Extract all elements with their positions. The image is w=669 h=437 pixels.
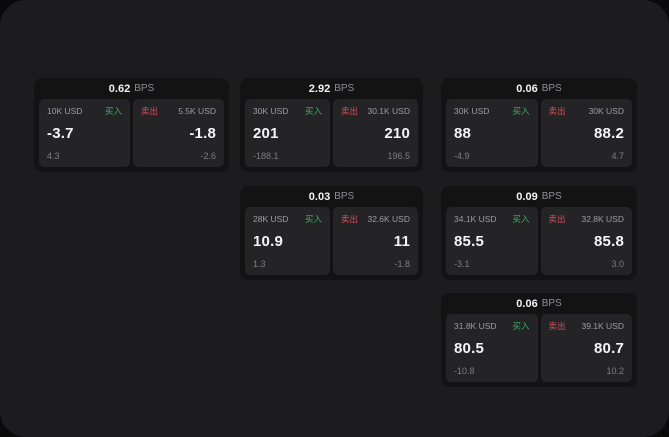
sell-side-label: 卖出 [141, 106, 159, 116]
bps-value: 0.06 [516, 82, 538, 95]
bps-unit-label: BPS [541, 83, 562, 94]
buy-panel[interactable]: 31.8K USD 买入 80.5 -10.8 [446, 314, 538, 382]
sell-panel[interactable]: 卖出 32.8K USD 85.8 3.0 [540, 207, 632, 275]
buy-amount: 30K USD [454, 106, 490, 116]
sell-delta: -2.6 [200, 151, 216, 161]
sell-amount: 5.5K USD [178, 106, 216, 116]
sell-side-label: 卖出 [341, 214, 359, 224]
card-header: 0.06 BPS [446, 293, 632, 314]
buy-price: 88 [454, 125, 472, 142]
bps-value: 0.09 [516, 190, 538, 203]
sell-amount: 39.1K USD [581, 321, 624, 331]
buy-delta: -10.8 [454, 366, 475, 376]
buy-delta: -4.9 [454, 151, 470, 161]
quote-card-2: 2.92 BPS 30K USD 买入 201 -188.1 卖出 30.1K … [240, 78, 423, 172]
sell-delta: 196.5 [387, 151, 410, 161]
buy-amount: 31.8K USD [454, 321, 497, 331]
card-header: 0.62 BPS [39, 78, 224, 99]
sell-price: 11 [393, 233, 410, 250]
sell-price: 210 [384, 125, 410, 142]
sell-delta: 3.0 [611, 259, 624, 269]
buy-amount: 30K USD [253, 106, 289, 116]
buy-side-label: 买入 [304, 106, 322, 116]
sell-delta: 10.2 [606, 366, 624, 376]
card-header: 0.03 BPS [245, 186, 418, 207]
sell-price: 85.8 [594, 233, 624, 250]
buy-panel[interactable]: 34.1K USD 买入 85.5 -3.1 [446, 207, 538, 275]
card-header: 2.92 BPS [245, 78, 418, 99]
bps-unit-label: BPS [334, 83, 355, 94]
sell-price: 80.7 [594, 340, 624, 357]
buy-delta: -188.1 [253, 151, 279, 161]
buy-price: 201 [253, 125, 279, 142]
buy-panel[interactable]: 10K USD 买入 -3.7 4.3 [39, 99, 130, 167]
buy-price: 85.5 [454, 233, 484, 250]
sell-amount: 30.1K USD [367, 106, 410, 116]
sell-side-label: 卖出 [548, 321, 566, 331]
sell-amount: 30K USD [588, 106, 624, 116]
buy-delta: 1.3 [253, 259, 266, 269]
buy-side-label: 买入 [104, 106, 122, 116]
buy-panel[interactable]: 30K USD 买入 201 -188.1 [245, 99, 330, 167]
buy-side-label: 买入 [304, 214, 322, 224]
sell-panel[interactable]: 卖出 32.6K USD 11 -1.8 [333, 207, 418, 275]
quote-card-1: 0.62 BPS 10K USD 买入 -3.7 4.3 卖出 5.5K USD… [34, 78, 229, 172]
buy-side-label: 买入 [512, 106, 530, 116]
buy-amount: 28K USD [253, 214, 289, 224]
bps-unit-label: BPS [541, 191, 562, 202]
bps-unit-label: BPS [334, 191, 355, 202]
card-header: 0.06 BPS [446, 78, 632, 99]
card-header: 0.09 BPS [446, 186, 632, 207]
quote-card-6: 0.06 BPS 31.8K USD 买入 80.5 -10.8 卖出 39.1… [441, 293, 637, 387]
buy-price: 80.5 [454, 340, 484, 357]
buy-amount: 34.1K USD [454, 214, 497, 224]
sell-delta: 4.7 [611, 151, 624, 161]
bps-value: 0.62 [108, 82, 131, 95]
sell-panel[interactable]: 卖出 5.5K USD -1.8 -2.6 [133, 99, 224, 167]
sell-panel[interactable]: 卖出 30.1K USD 210 196.5 [333, 99, 418, 167]
buy-delta: 4.3 [47, 151, 60, 161]
sell-price: 88.2 [594, 125, 624, 142]
buy-price: 10.9 [253, 233, 283, 250]
buy-price: -3.7 [47, 125, 74, 142]
bps-unit-label: BPS [134, 83, 155, 94]
bps-value: 0.06 [516, 297, 538, 310]
quote-card-5: 0.09 BPS 34.1K USD 买入 85.5 -3.1 卖出 32.8K… [441, 186, 637, 280]
sell-price: -1.8 [189, 125, 216, 142]
bps-unit-label: BPS [541, 298, 562, 309]
sell-amount: 32.6K USD [367, 214, 410, 224]
buy-side-label: 买入 [512, 214, 530, 224]
sell-side-label: 卖出 [548, 106, 566, 116]
buy-panel[interactable]: 30K USD 买入 88 -4.9 [446, 99, 538, 167]
sell-panel[interactable]: 卖出 39.1K USD 80.7 10.2 [540, 314, 632, 382]
buy-side-label: 买入 [512, 321, 530, 331]
quote-card-4: 0.03 BPS 28K USD 买入 10.9 1.3 卖出 32.6K US… [240, 186, 423, 280]
buy-amount: 10K USD [47, 106, 83, 116]
sell-amount: 32.8K USD [581, 214, 624, 224]
bps-value: 2.92 [308, 82, 331, 95]
sell-side-label: 卖出 [341, 106, 359, 116]
sell-panel[interactable]: 卖出 30K USD 88.2 4.7 [540, 99, 632, 167]
sell-delta: -1.8 [394, 259, 410, 269]
quote-card-3: 0.06 BPS 30K USD 买入 88 -4.9 卖出 30K USD 8… [441, 78, 637, 172]
sell-side-label: 卖出 [548, 214, 566, 224]
bps-value: 0.03 [308, 190, 331, 203]
buy-delta: -3.1 [454, 259, 470, 269]
buy-panel[interactable]: 28K USD 买入 10.9 1.3 [245, 207, 330, 275]
